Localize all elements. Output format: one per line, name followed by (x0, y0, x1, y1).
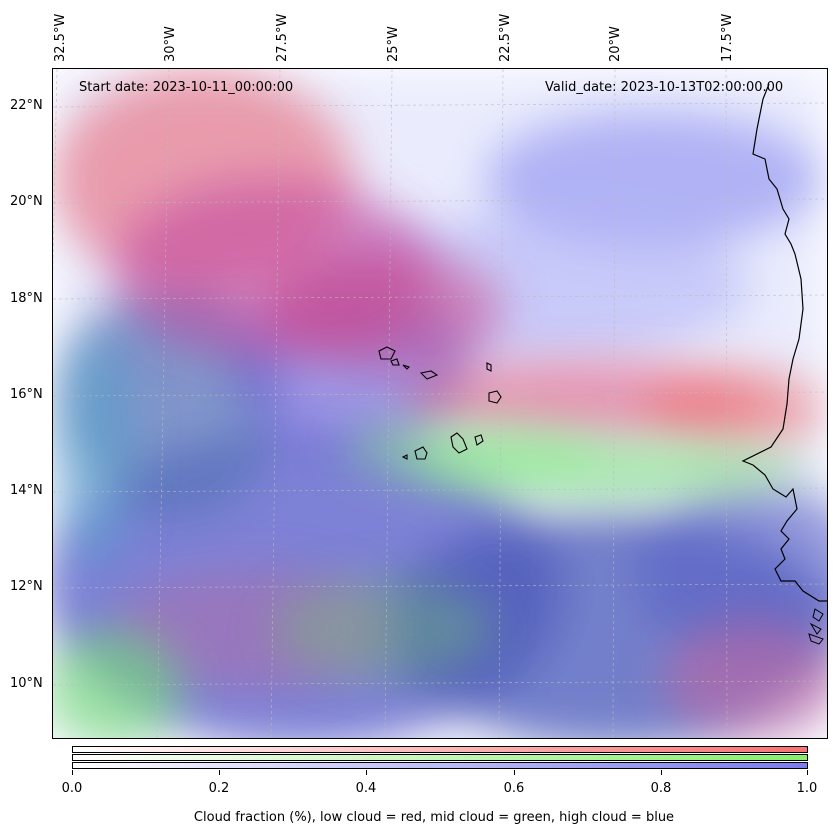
lat-label-22n: 22°N (10, 98, 43, 113)
colorbar-tick (366, 770, 367, 775)
low-cloud-layer (53, 69, 827, 738)
coastline-islands-south (808, 608, 824, 645)
lat-label-10n: 10°N (10, 676, 43, 691)
map-canvas (53, 69, 827, 738)
lon-label-22-5w: 22.5°W (498, 13, 513, 62)
colorbar-tick (661, 770, 662, 775)
lon-label-17-5w: 17.5°W (720, 13, 735, 62)
colorbar-tick (219, 770, 220, 775)
start-date-label: Start date: 2023-10-11_00:00:00 (79, 80, 294, 95)
lon-label-27-5w: 27.5°W (275, 13, 290, 62)
cloud-fraction-map (52, 68, 828, 739)
lon-label-32-5w: 32.5°W (53, 13, 68, 62)
lon-label-20w: 20°W (608, 26, 623, 62)
colorbar-tick-label: 0.6 (503, 781, 525, 796)
valid-date-label: Valid_date: 2023-10-13T02:00:00.00 (545, 80, 784, 95)
colorbar-tick-label: 0.8 (650, 781, 672, 796)
lon-label-25w: 25°W (386, 26, 401, 62)
lon-label-30w: 30°W (163, 26, 178, 62)
colorbar-tick-label: 0.2 (208, 781, 230, 796)
cape-verde-islands (378, 346, 502, 460)
colorbar-tick (72, 770, 73, 775)
colorbar-label: Cloud fraction (%), low cloud = red, mid… (193, 810, 675, 825)
colorbar-low (72, 746, 808, 753)
colorbar-tick (807, 770, 808, 775)
colorbar-tick-label: 0.4 (355, 781, 377, 796)
colorbar-tick-label: 1.0 (796, 781, 818, 796)
colorbar-tick (514, 770, 515, 775)
colorbar-high (72, 762, 808, 769)
lat-label-16n: 16°N (10, 387, 43, 402)
colorbar-mid (72, 754, 808, 761)
lat-label-20n: 20°N (10, 194, 43, 209)
lat-label-12n: 12°N (10, 579, 43, 594)
lat-label-18n: 18°N (10, 291, 43, 306)
mid-cloud-layer (53, 329, 803, 738)
graticule (53, 69, 827, 738)
colorbar-tick-label: 0.0 (61, 781, 83, 796)
lat-label-14n: 14°N (10, 483, 43, 498)
africa-coastline (741, 83, 827, 602)
